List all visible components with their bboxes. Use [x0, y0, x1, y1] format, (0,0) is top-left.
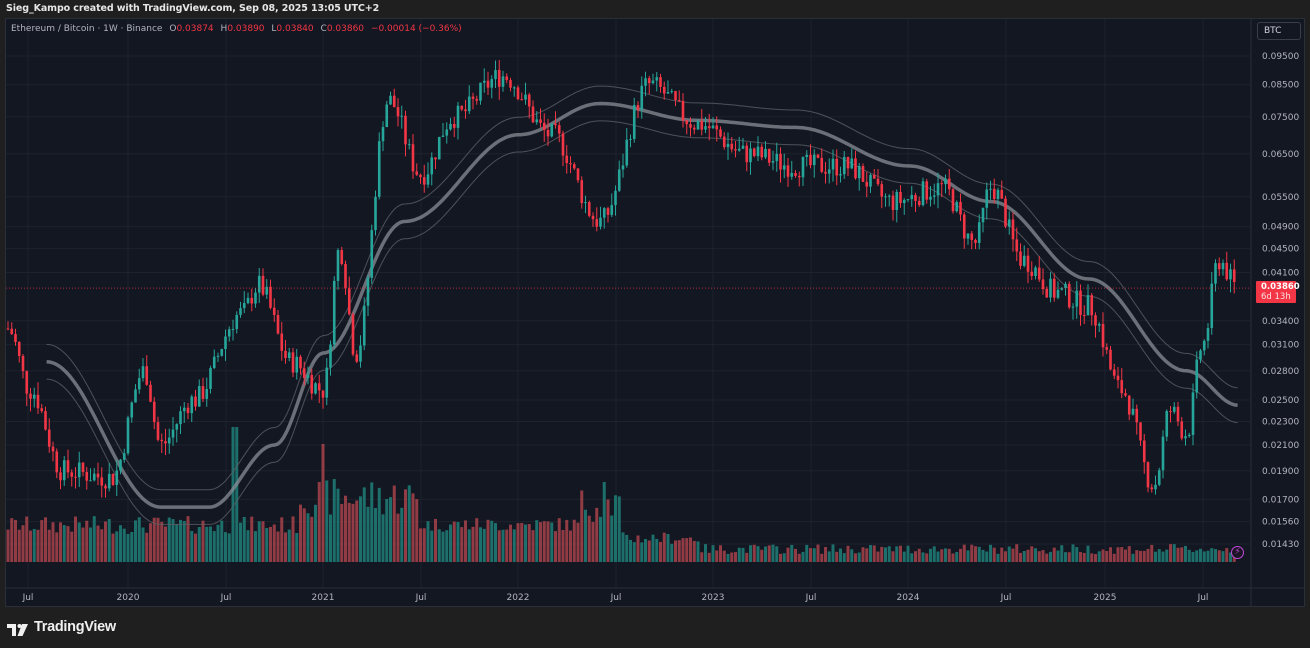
svg-text:0.01900: 0.01900	[1262, 467, 1299, 477]
currency-unit-button[interactable]: BTC	[1257, 22, 1301, 40]
svg-text:2022: 2022	[507, 593, 530, 603]
svg-text:0.03100: 0.03100	[1262, 341, 1299, 351]
tradingview-logo-icon	[7, 621, 29, 636]
svg-text:Jul: Jul	[1000, 593, 1012, 603]
svg-text:0.02800: 0.02800	[1262, 367, 1299, 377]
svg-text:0.02500: 0.02500	[1262, 396, 1299, 406]
svg-text:2020: 2020	[117, 593, 140, 603]
high-label: H	[220, 24, 228, 34]
close-label: C	[320, 24, 327, 34]
svg-text:0.02300: 0.02300	[1262, 418, 1299, 428]
svg-text:2021: 2021	[312, 593, 335, 603]
change-value: −0.00014 (−0.36%)	[370, 24, 462, 34]
bar-countdown: 6d 13h	[1261, 292, 1291, 302]
svg-text:0.08500: 0.08500	[1262, 81, 1299, 91]
svg-text:Jul: Jul	[220, 593, 232, 603]
symbol-title[interactable]: Ethereum / Bitcoin · 1W · Binance	[11, 24, 163, 34]
svg-text:2024: 2024	[897, 593, 920, 603]
open-value: 0.03874	[176, 24, 214, 34]
low-value: 0.03840	[276, 24, 314, 34]
svg-text:0.06500: 0.06500	[1262, 150, 1299, 160]
svg-text:Jul: Jul	[610, 593, 622, 603]
chart-credit: Sieg_Kampo created with TradingView.com,…	[6, 3, 380, 14]
svg-text:Jul: Jul	[415, 593, 427, 603]
svg-text:2025: 2025	[1094, 593, 1117, 603]
svg-text:Jul: Jul	[22, 593, 34, 603]
svg-text:0.04100: 0.04100	[1262, 269, 1299, 279]
brand-name: TradingView	[34, 619, 116, 635]
svg-text:2023: 2023	[702, 593, 725, 603]
svg-text:0.01430: 0.01430	[1262, 540, 1299, 550]
lightning-icon[interactable]: ⚡	[1231, 546, 1244, 559]
symbol-legend: Ethereum / Bitcoin · 1W · Binance O0.038…	[11, 24, 462, 34]
footer	[0, 607, 1310, 648]
svg-text:Jul: Jul	[1197, 593, 1209, 603]
tradingview-brand[interactable]: TradingView	[7, 619, 116, 636]
high-value: 0.03890	[227, 24, 265, 34]
svg-text:Jul: Jul	[805, 593, 817, 603]
low-label: L	[271, 24, 277, 34]
svg-text:0.05500: 0.05500	[1262, 193, 1299, 203]
open-label: O	[169, 24, 177, 34]
svg-text:0.03400: 0.03400	[1262, 317, 1299, 327]
close-value: 0.03860	[326, 24, 365, 34]
svg-text:0.01560: 0.01560	[1262, 518, 1299, 528]
svg-text:0.02100: 0.02100	[1262, 441, 1299, 451]
svg-text:0.07500: 0.07500	[1262, 113, 1299, 123]
svg-text:0.01700: 0.01700	[1262, 495, 1299, 505]
svg-text:0.04900: 0.04900	[1262, 223, 1299, 233]
price-chart-canvas[interactable]: 0.09500 0.08500 0.07500 0.06500 0.05500 0.049…	[0, 0, 1310, 607]
top-bar: Sieg_Kampo created with TradingView.com,…	[0, 0, 1310, 18]
svg-text:0.09500: 0.09500	[1262, 52, 1299, 62]
last-price-badge: 0.03860 6d 13h	[1256, 281, 1300, 303]
svg-text:0.04500: 0.04500	[1262, 245, 1299, 255]
last-price-value: 0.03860	[1261, 282, 1300, 292]
